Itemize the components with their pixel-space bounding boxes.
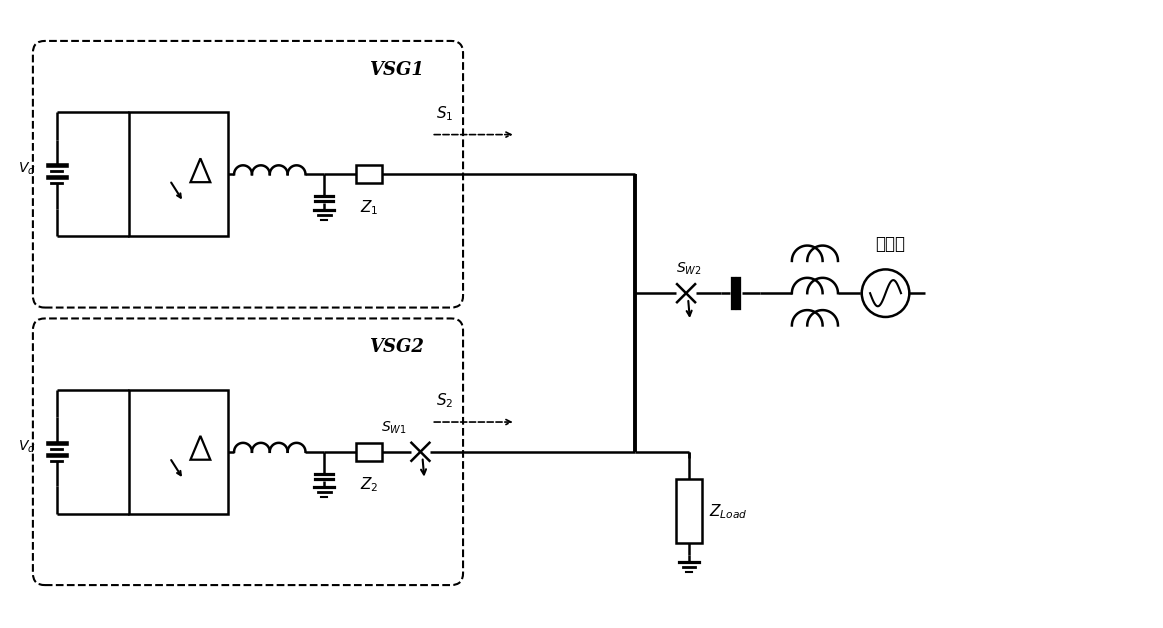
Text: $Z_2$: $Z_2$ <box>359 475 378 494</box>
Bar <box>129 112 228 236</box>
Text: 配电网: 配电网 <box>876 235 906 252</box>
Bar <box>129 390 228 514</box>
Text: $V_{d}$: $V_{d}$ <box>19 438 36 455</box>
Bar <box>356 443 381 461</box>
Text: $V_{d}$: $V_{d}$ <box>19 161 36 178</box>
Text: $Z_{Load}$: $Z_{Load}$ <box>709 502 748 521</box>
Polygon shape <box>191 436 211 460</box>
Polygon shape <box>191 158 211 182</box>
Text: $S_{W2}$: $S_{W2}$ <box>676 260 701 276</box>
Text: VSG1: VSG1 <box>369 61 424 78</box>
Text: $S_2$: $S_2$ <box>436 391 454 410</box>
Text: VSG2: VSG2 <box>369 338 424 356</box>
Text: $S_1$: $S_1$ <box>436 104 454 122</box>
Circle shape <box>862 269 909 317</box>
Text: $Z_1$: $Z_1$ <box>359 198 378 217</box>
Bar <box>356 165 381 183</box>
Bar <box>676 479 702 543</box>
Text: $S_{W1}$: $S_{W1}$ <box>380 420 406 436</box>
